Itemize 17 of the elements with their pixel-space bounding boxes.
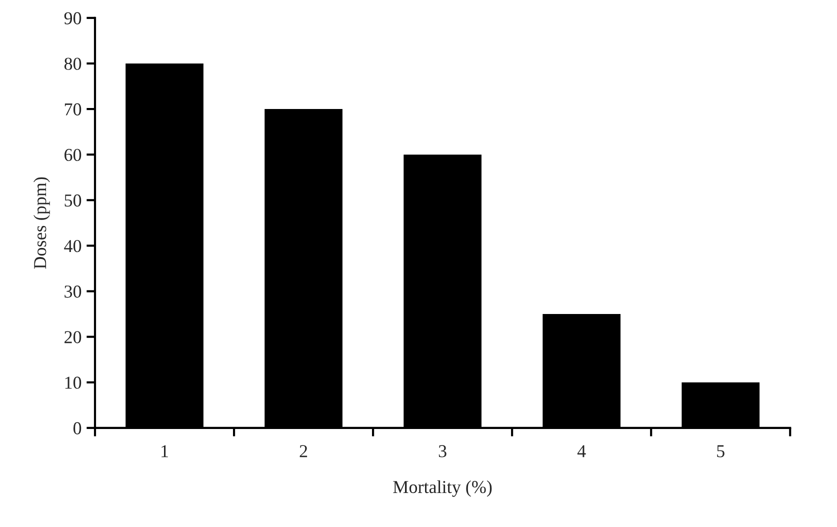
y-tick-label: 40 — [64, 240, 82, 252]
x-tick-label: 2 — [300, 445, 308, 458]
x-tick-label: 3 — [438, 445, 446, 458]
x-tick-label: 4 — [577, 445, 586, 458]
x-axis-title: Mortality (%) — [393, 480, 492, 497]
y-tick-label: 60 — [64, 148, 82, 162]
y-tick-label: 20 — [64, 331, 82, 344]
y-tick-label: 0 — [73, 422, 82, 434]
y-tick-label: 10 — [65, 376, 82, 389]
x-tick-label: 5 — [717, 445, 724, 458]
y-tick-label: 30 — [64, 286, 82, 298]
y-axis-title: Doses (ppm) — [33, 177, 50, 269]
y-tick-label: 50 — [64, 194, 82, 207]
y-tick-label: 80 — [64, 58, 82, 70]
y-tick-label: 70 — [64, 103, 82, 116]
y-tick-label: 90 — [64, 12, 82, 24]
x-tick-label: 1 — [162, 445, 168, 458]
